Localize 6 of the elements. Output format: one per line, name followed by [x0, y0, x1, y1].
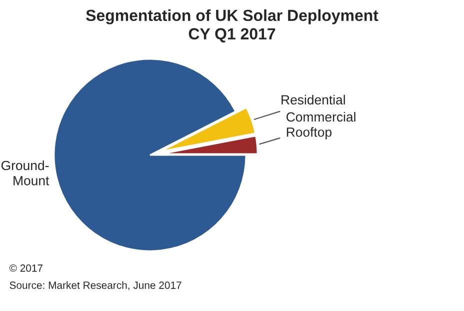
chart-title: Segmentation of UK Solar Deployment CY Q1 2017: [86, 9, 378, 42]
text: © 2017: [9, 264, 42, 272]
slice-label: Residential: [282, 94, 345, 105]
slice-label: Ground- Mount: [1, 160, 50, 186]
source-note: Source: Market Research, June 2017: [10, 281, 182, 290]
slice-label: Commercial Rooftop: [286, 112, 356, 140]
